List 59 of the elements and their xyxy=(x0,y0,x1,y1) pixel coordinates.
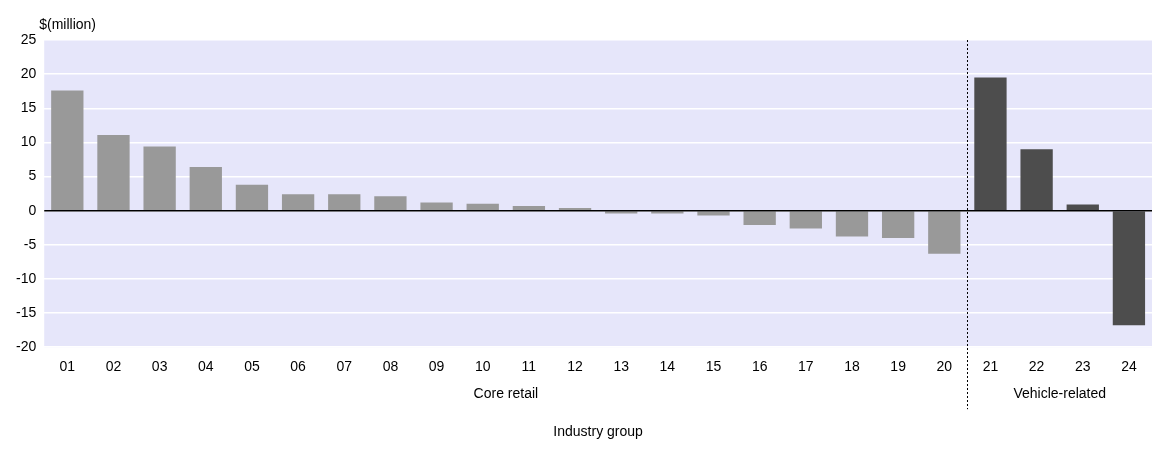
x-tick-label: 12 xyxy=(567,358,584,375)
x-tick-label: 13 xyxy=(613,358,630,375)
x-tick-label: 06 xyxy=(290,358,307,375)
bar xyxy=(143,146,176,210)
x-tick-label: 07 xyxy=(336,358,353,375)
x-tick-label: 08 xyxy=(382,358,399,375)
bar xyxy=(974,77,1007,210)
y-axis-title: $(million) xyxy=(39,15,97,32)
text: Vehicle-related xyxy=(1013,385,1107,402)
bar xyxy=(235,184,269,210)
bar xyxy=(881,211,915,238)
y-tick-label: -10 xyxy=(16,269,37,286)
bar xyxy=(835,211,869,237)
bar xyxy=(97,134,130,210)
y-tick-label: -5 xyxy=(23,235,37,252)
x-tick-label: 04 xyxy=(197,358,214,375)
x-axis-title: Industry group xyxy=(553,423,644,440)
bar xyxy=(743,211,776,225)
x-tick-label: 11 xyxy=(521,358,537,375)
bar xyxy=(420,202,453,210)
y-tick-label: 20 xyxy=(20,64,37,81)
x-tick-label: 01 xyxy=(59,358,76,375)
x-tick-label: 03 xyxy=(151,358,168,375)
x-tick-label: 17 xyxy=(798,358,814,375)
y-tick-label: 10 xyxy=(20,133,37,150)
bar xyxy=(928,211,961,254)
y-tick-label: -20 xyxy=(16,338,37,355)
bar xyxy=(1020,149,1053,210)
x-tick-label: 19 xyxy=(890,358,907,375)
x-tick-label: 10 xyxy=(474,358,491,375)
x-tick-label: 18 xyxy=(844,358,860,375)
x-tick-label: 15 xyxy=(705,358,722,375)
text: Core retail xyxy=(473,385,539,402)
x-tick-label: 20 xyxy=(936,358,953,375)
x-tick-label: 24 xyxy=(1121,358,1137,375)
bar xyxy=(466,203,499,210)
y-tick-label: 15 xyxy=(20,99,37,116)
bar xyxy=(281,194,315,210)
x-tick-label: 05 xyxy=(244,358,260,375)
y-tick-label: -15 xyxy=(16,303,37,320)
x-tick-label: 16 xyxy=(751,358,768,375)
x-tick-label: 22 xyxy=(1028,358,1045,375)
bar xyxy=(189,166,222,210)
bar xyxy=(512,205,546,210)
bar xyxy=(328,194,361,210)
bar xyxy=(697,211,730,216)
y-tick-label: 5 xyxy=(28,167,37,184)
x-tick-label: 02 xyxy=(105,358,122,375)
bar xyxy=(789,211,822,229)
y-tick-label: 25 xyxy=(20,30,37,47)
bar xyxy=(374,196,407,210)
x-tick-label: 21 xyxy=(982,358,999,375)
bar xyxy=(1066,204,1099,210)
x-tick-label: 14 xyxy=(659,358,676,375)
bar xyxy=(1112,211,1146,326)
x-tick-label: 09 xyxy=(428,358,445,375)
y-tick-label: 0 xyxy=(28,201,37,218)
bar xyxy=(51,90,84,210)
x-tick-label: 23 xyxy=(1074,358,1091,375)
